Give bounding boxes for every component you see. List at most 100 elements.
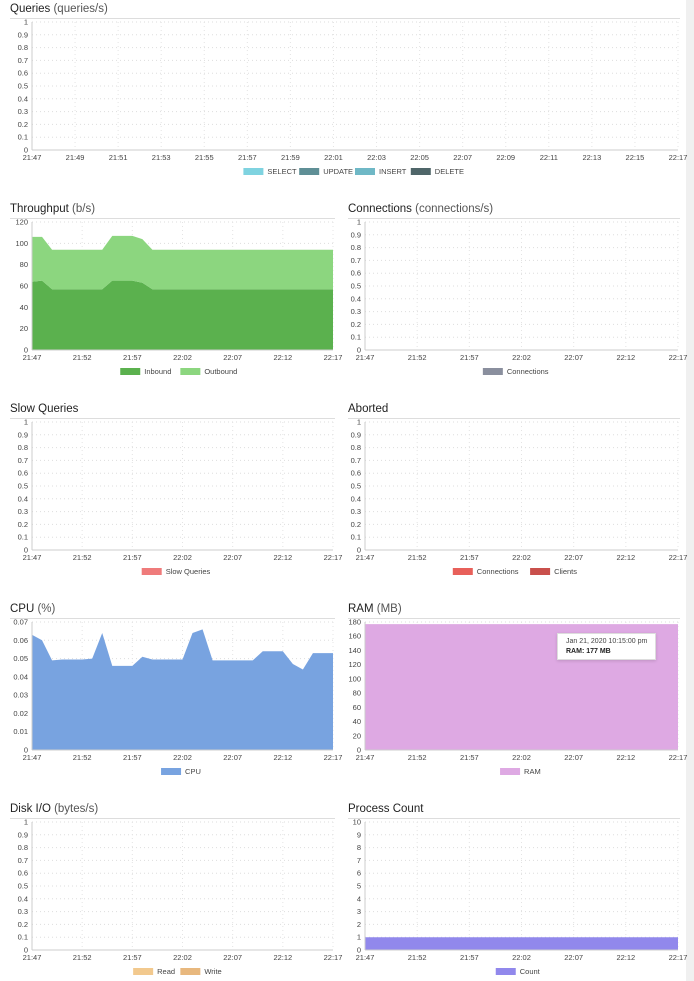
- legend-label: Inbound: [144, 367, 171, 376]
- x-tick-label: 21:55: [195, 153, 214, 162]
- legend-item-delete[interactable]: DELETE: [410, 167, 464, 176]
- y-tick-label: 0.9: [18, 430, 28, 439]
- legend-swatch: [299, 168, 320, 175]
- x-tick-label: 21:51: [109, 153, 128, 162]
- y-tick-label: 0.2: [351, 520, 361, 529]
- y-tick-label: 0.3: [18, 107, 28, 116]
- x-tick-label: 22:07: [564, 953, 583, 962]
- legend-item-count[interactable]: Count: [495, 967, 541, 976]
- y-tick-label: 0.5: [18, 882, 28, 891]
- scrollbar[interactable]: [686, 0, 694, 981]
- y-tick-label: 0.4: [18, 494, 28, 503]
- x-tick-label: 21:47: [356, 553, 375, 562]
- series-area-inbound[interactable]: [32, 280, 333, 350]
- x-tick-label: 21:52: [408, 353, 427, 362]
- legend-item-select[interactable]: SELECT: [243, 167, 297, 176]
- y-tick-label: 0.1: [18, 533, 28, 542]
- x-tick-label: 22:17: [324, 353, 343, 362]
- y-tick-label: 120: [348, 660, 361, 669]
- y-tick-label: 0.05: [13, 654, 28, 663]
- y-tick-label: 0.7: [18, 856, 28, 865]
- x-tick-label: 22:13: [582, 153, 601, 162]
- legend-item-ram[interactable]: RAM: [500, 767, 541, 776]
- y-tick-label: 0: [24, 746, 28, 755]
- legend-item-read[interactable]: Read: [133, 967, 175, 976]
- legend-item-update[interactable]: UPDATE: [299, 167, 353, 176]
- x-tick-label: 22:05: [410, 153, 429, 162]
- x-tick-label: 22:17: [324, 753, 343, 762]
- x-tick-label: 22:02: [173, 953, 192, 962]
- y-tick-label: 0: [357, 746, 361, 755]
- x-tick-label: 22:01: [324, 153, 343, 162]
- x-tick-label: 22:02: [173, 753, 192, 762]
- x-tick-label: 21:52: [73, 353, 92, 362]
- y-tick-label: 0: [24, 146, 28, 155]
- x-tick-label: 21:57: [123, 753, 142, 762]
- y-tick-label: 0.06: [13, 636, 28, 645]
- x-tick-label: 21:47: [23, 553, 42, 562]
- y-tick-label: 60: [20, 282, 28, 291]
- y-tick-label: 9: [357, 830, 361, 839]
- legend-item-clients[interactable]: Clients: [530, 567, 577, 576]
- y-tick-label: 120: [15, 218, 28, 227]
- y-tick-label: 0.5: [351, 282, 361, 291]
- x-tick-label: 22:17: [669, 553, 688, 562]
- legend-label: Clients: [554, 567, 577, 576]
- legend-label: Count: [520, 967, 541, 976]
- chart-title: Disk I/O (bytes/s): [10, 803, 98, 815]
- chart-title: Queries (queries/s): [10, 3, 108, 15]
- legend-label: DELETE: [435, 167, 464, 176]
- y-tick-label: 0.3: [18, 507, 28, 516]
- legend-item-slow-queries[interactable]: Slow Queries: [141, 567, 211, 576]
- x-tick-label: 22:17: [324, 953, 343, 962]
- legend-item-write[interactable]: Write: [180, 967, 222, 976]
- y-tick-label: 1: [357, 218, 361, 227]
- chart-unit: (%): [34, 603, 56, 615]
- legend-item-connections[interactable]: Connections: [452, 567, 519, 576]
- aborted-panel: Aborted 0 0.1 0.2 0.3 0.4 0.5 0.6 0.7 0.8 0.9 1 21:4…: [348, 400, 687, 590]
- chart-svg: 0 0.1 0.2 0.3 0.4 0.5 0.6 0.7 0.8 0.9 1 21:47 21:52 2…: [18, 418, 343, 577]
- y-tick-label: 10: [353, 818, 361, 827]
- chart-title-text: Process Count: [348, 803, 424, 815]
- y-tick-label: 0.6: [351, 469, 361, 478]
- legend-label: CPU: [185, 767, 201, 776]
- y-tick-label: 0.5: [18, 82, 28, 91]
- legend-item-inbound[interactable]: Inbound: [120, 367, 171, 376]
- chart-title-text: Throughput: [10, 203, 69, 215]
- series-area-count[interactable]: [365, 937, 678, 950]
- x-tick-label: 22:12: [616, 553, 635, 562]
- y-tick-label: 0.7: [351, 456, 361, 465]
- y-tick-label: 0: [24, 546, 28, 555]
- x-tick-label: 22:12: [273, 953, 292, 962]
- legend-label: SELECT: [267, 167, 297, 176]
- legend-item-connections[interactable]: Connections: [482, 367, 549, 376]
- x-tick-label: 22:17: [324, 553, 343, 562]
- legend-item-insert[interactable]: INSERT: [355, 167, 407, 176]
- series-area-outbound[interactable]: [32, 235, 333, 290]
- y-tick-label: 0.1: [351, 533, 361, 542]
- legend-label: Read: [157, 967, 175, 976]
- x-tick-label: 21:52: [408, 753, 427, 762]
- x-tick-label: 22:12: [616, 353, 635, 362]
- x-tick-label: 22:07: [564, 553, 583, 562]
- x-tick-label: 21:47: [356, 953, 375, 962]
- y-tick-label: 40: [20, 303, 28, 312]
- legend-item-outbound[interactable]: Outbound: [180, 367, 237, 376]
- y-tick-label: 0.04: [13, 672, 28, 681]
- y-tick-label: 0: [357, 946, 361, 955]
- chart-title: Process Count: [348, 803, 423, 815]
- y-tick-label: 0.07: [13, 618, 28, 627]
- connections-panel: Connections (connections/s) 0 0.1 0.2 0.3 0.4…: [348, 200, 687, 390]
- y-tick-label: 0.4: [18, 94, 28, 103]
- series-area-cpu[interactable]: [32, 629, 333, 750]
- x-tick-label: 21:57: [460, 353, 479, 362]
- y-tick-label: 0.7: [18, 56, 28, 65]
- legend-item-cpu[interactable]: CPU: [161, 767, 201, 776]
- y-tick-label: 0.1: [351, 333, 361, 342]
- y-tick-label: 0.1: [18, 133, 28, 142]
- chart-unit: (queries/s): [50, 3, 108, 15]
- y-tick-label: 0.6: [18, 869, 28, 878]
- chart-title: Aborted: [348, 403, 388, 415]
- y-tick-label: 0.3: [351, 507, 361, 516]
- legend-swatch: [133, 968, 154, 975]
